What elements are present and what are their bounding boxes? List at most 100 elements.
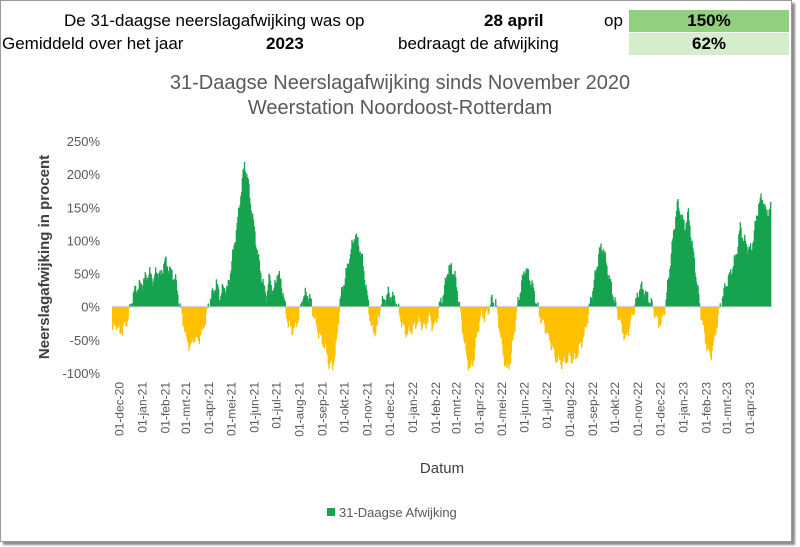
bar [701,306,704,320]
bar [229,273,232,307]
bar [141,290,143,307]
bar [442,295,444,307]
x-tick-label: 01-nov-22 [631,382,645,436]
bar [262,278,264,307]
bar [541,306,543,322]
bar [570,306,573,364]
bar [339,299,341,307]
bar [626,306,629,332]
bar [503,306,505,358]
bar [398,306,401,314]
bar [485,306,487,310]
bar [443,294,445,307]
bar [671,241,673,307]
bar [176,290,178,307]
bar [213,290,215,307]
bar [499,306,501,334]
bar [329,306,332,364]
bar [323,306,326,349]
bar [430,306,432,323]
bar [492,302,494,307]
bar [521,280,523,307]
bar [738,230,741,307]
bar [423,306,425,324]
y-tick-label: 50% [74,267,100,282]
bar [578,306,581,345]
bar [392,296,395,307]
bar [170,269,172,307]
bar [322,306,324,348]
x-tick-label: 01-sep-21 [315,382,329,436]
bar [529,281,531,307]
bar [451,273,453,307]
bar [726,286,728,307]
bar [268,273,270,307]
bar [121,306,123,336]
bar [236,222,238,307]
row2-value-cell: 62% [629,33,789,55]
bar [449,265,451,307]
bar [255,248,258,307]
bar [488,306,490,314]
x-tick-label: 01-mrt-22 [450,382,464,434]
bar [143,278,146,307]
bar [745,243,747,307]
bar [169,267,172,307]
bar [337,306,339,325]
bar [527,269,530,307]
bar [253,226,255,307]
bar [624,306,627,335]
x-tick-label: 01-jan-23 [676,382,690,433]
bar [667,279,669,307]
bar [609,279,611,307]
bar [365,284,367,307]
bar [138,279,141,307]
bar [247,179,249,307]
bar [630,306,633,312]
row1-value: 150% [687,11,731,30]
bar [444,277,447,307]
bar [280,279,282,307]
bar [363,271,365,307]
bar [205,306,207,314]
x-tick-label: 01-jun-22 [518,382,532,433]
bar [246,177,249,307]
bar [579,306,581,343]
bar [251,217,253,307]
bar [409,306,412,331]
bar [123,306,126,323]
bar [700,306,702,320]
bar [324,306,326,343]
bar [709,306,711,353]
bar [132,303,134,307]
bar [531,280,533,307]
bar [257,255,259,307]
bar [506,306,509,363]
bar [194,306,197,337]
bar [146,277,149,307]
bar [248,183,250,307]
bar [698,303,701,307]
bar [166,266,169,307]
bar [742,240,744,307]
bar [443,284,446,307]
bar [524,273,527,307]
bar [203,306,205,328]
bar [707,306,710,344]
bar [544,306,546,325]
bar [120,306,122,334]
bar [752,243,754,307]
bar [217,288,220,307]
bar [460,306,462,312]
bar [318,306,321,333]
bar [438,306,440,309]
bar [315,306,317,315]
bar [558,306,561,360]
bar [692,251,695,307]
bar [380,304,383,307]
bar [710,306,713,361]
bar [684,229,687,307]
bar [274,279,276,307]
x-tick-label: 01-nov-21 [361,382,375,436]
bar [734,254,736,307]
